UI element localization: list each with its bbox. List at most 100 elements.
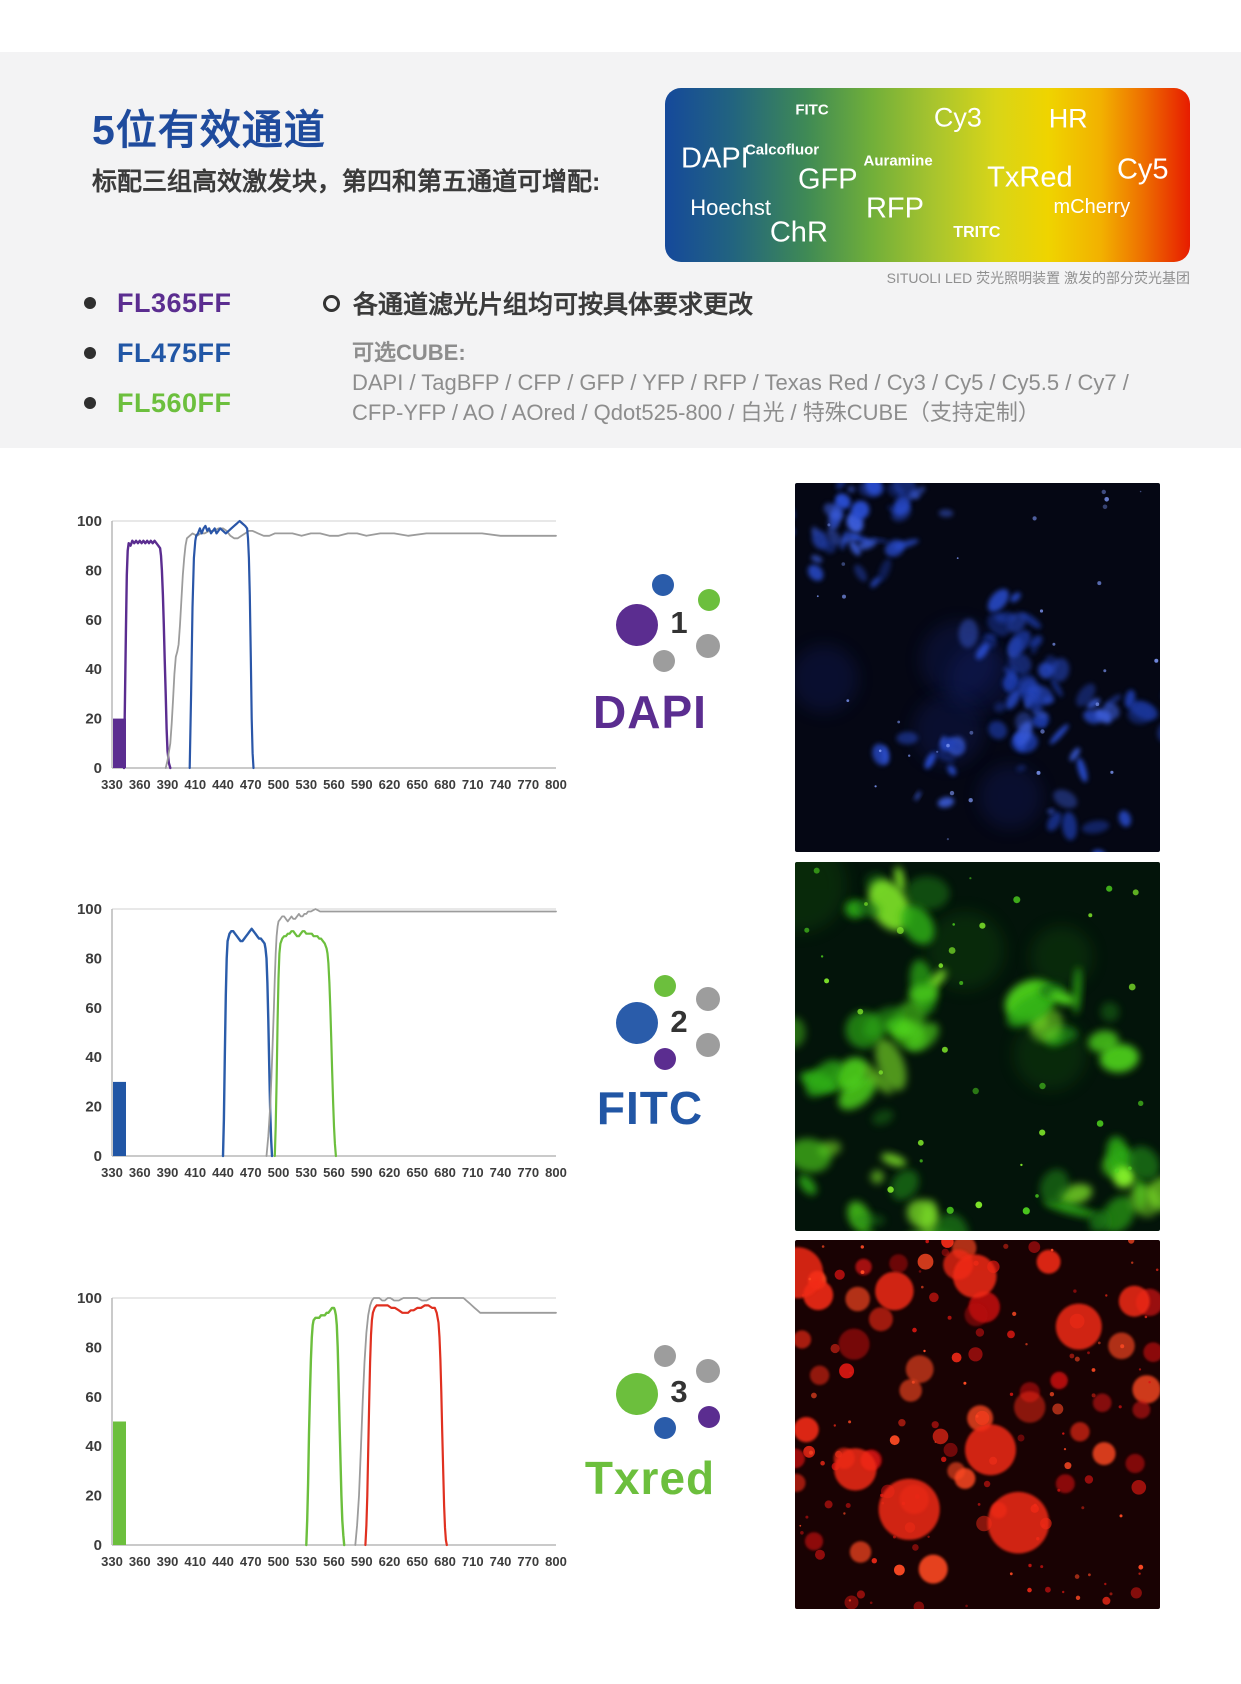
x-axis-tick-label: 530 [295, 777, 317, 792]
y-axis-tick-label: 40 [85, 1438, 102, 1455]
bullet-dot-icon [84, 297, 96, 309]
fluorophore-label: ChR [769, 216, 828, 249]
channel-number: 1 [670, 605, 688, 640]
excitation-module-item: FL560FF [84, 387, 232, 418]
cube-heading: 可选CUBE: [352, 340, 466, 365]
fitc-fluorescence-image-svg [795, 862, 1160, 1231]
x-axis-tick-label: 710 [462, 1554, 484, 1569]
x-axis-tick-label: 410 [184, 1554, 206, 1569]
y-axis-tick-label: 60 [85, 1389, 102, 1406]
excitation-filter-curve [221, 927, 274, 1158]
x-axis-tick-label: 800 [545, 777, 567, 792]
x-axis-tick-label: 680 [434, 1554, 456, 1569]
excitation-filter-curve [122, 539, 172, 770]
channel-name-label: FITC [596, 1082, 704, 1134]
fluorophore-label: FITC [795, 101, 829, 119]
x-axis-tick-label: 390 [157, 777, 179, 792]
y-axis-tick-label: 20 [85, 1099, 102, 1116]
x-axis-tick-label: 800 [545, 1165, 567, 1180]
channel-dot [698, 1406, 720, 1428]
x-axis-tick-label: 770 [517, 777, 539, 792]
fluorophore-label: GFP [797, 163, 858, 196]
y-axis-tick-label: 40 [85, 1049, 102, 1066]
fluorophore-label: Calcofluor [744, 141, 820, 159]
excitation-module-label: FL475FF [117, 337, 232, 368]
page-subtitle: 标配三组高效激发块，第四和第五通道可增配: [92, 168, 601, 196]
channel-name-label: DAPI [593, 686, 707, 738]
x-axis-tick-label: 650 [406, 1165, 428, 1180]
channel-dot [652, 574, 674, 596]
channel-dot [696, 987, 720, 1011]
x-axis-tick-label: 530 [295, 1554, 317, 1569]
x-axis-tick-label: 770 [517, 1554, 539, 1569]
channel-number: 2 [670, 1004, 688, 1039]
x-axis-tick-label: 620 [379, 1165, 401, 1180]
y-axis-tick-label: 100 [77, 901, 102, 918]
y-axis-tick-label: 100 [77, 513, 102, 530]
channel-dot [696, 1033, 720, 1057]
spectrum-chart: 0 20 40 60 80 100 330 360 390 410 440 470 500 530 560 5… [77, 513, 567, 792]
fluorophore-label: Hoechst [690, 195, 771, 221]
x-axis-tick-label: 500 [268, 777, 290, 792]
channel-dot [654, 1417, 676, 1439]
x-axis-tick-label: 770 [517, 1165, 539, 1180]
y-axis-tick-label: 0 [94, 760, 102, 777]
y-axis-tick-label: 20 [85, 711, 102, 728]
spectrum-chart: 0 20 40 60 80 100 330 360 390 410 440 470 500 530 560 5… [77, 1290, 567, 1569]
x-axis-tick-label: 410 [184, 777, 206, 792]
fitc-fluorescence-image [795, 862, 1160, 1231]
x-axis-tick-label: 440 [212, 777, 234, 792]
y-axis-tick-label: 80 [85, 950, 102, 967]
excitation-module-label: FL365FF [117, 287, 232, 318]
x-axis-tick-label: 330 [101, 777, 123, 792]
x-axis-tick-label: 680 [434, 1165, 456, 1180]
x-axis-tick-label: 440 [212, 1165, 234, 1180]
x-axis-tick-label: 500 [268, 1165, 290, 1180]
x-axis-tick-label: 590 [351, 1554, 373, 1569]
x-axis-tick-label: 360 [129, 777, 151, 792]
x-axis-tick-label: 500 [268, 1554, 290, 1569]
led-band-marker [113, 1081, 126, 1156]
y-axis-tick-label: 0 [94, 1537, 102, 1554]
led-band-marker [113, 1421, 126, 1545]
x-axis-tick-label: 440 [212, 1554, 234, 1569]
hollow-bullet-icon [323, 294, 340, 312]
filter-note-text: 各通道滤光片组均可按具体要求更改 [353, 291, 754, 319]
x-axis-tick-label: 330 [101, 1165, 123, 1180]
x-axis-tick-label: 620 [379, 1554, 401, 1569]
y-axis-tick-label: 80 [85, 562, 102, 579]
channel-dot [653, 650, 675, 672]
x-axis-tick-label: 560 [323, 777, 345, 792]
y-axis-tick-label: 100 [77, 1290, 102, 1307]
x-axis-tick-label: 740 [490, 1554, 512, 1569]
x-axis-tick-label: 710 [462, 1165, 484, 1180]
led-band-marker [113, 718, 126, 768]
x-axis-tick-label: 360 [129, 1165, 151, 1180]
fluorophore-label: HR [1048, 103, 1088, 134]
fluorophore-label: DAPI [681, 142, 749, 175]
dapi-fluorescence-image [795, 483, 1160, 852]
x-axis-tick-label: 470 [240, 1165, 262, 1180]
x-axis-tick-label: 650 [406, 1554, 428, 1569]
fluorophore-label: TRITC [953, 223, 1001, 241]
txred-fluorescence-image [795, 1240, 1160, 1609]
txred-fluorescence-image-svg [795, 1240, 1160, 1609]
fluorophore-label: Cy3 [933, 102, 982, 133]
dichroic-mirror-curve [164, 527, 557, 769]
fluorophore-spectrum-bar: FITC Cy3 HR DAPI Calcofluor Auramine GFP TxRed C… [665, 88, 1190, 262]
excitation-module-label: FL560FF [117, 387, 232, 418]
cube-list-line2: CFP-YFP / AO / AOred / Qdot525-800 / 白光 … [352, 400, 1040, 425]
channel-dot [616, 1373, 658, 1415]
y-axis-tick-label: 0 [94, 1148, 102, 1165]
x-axis-tick-label: 800 [545, 1554, 567, 1569]
x-axis-tick-label: 620 [379, 777, 401, 792]
x-axis-tick-label: 470 [240, 1554, 262, 1569]
fluorophore-label: RFP [865, 192, 924, 225]
x-axis-tick-label: 560 [323, 1165, 345, 1180]
x-axis-tick-label: 710 [462, 777, 484, 792]
channel-dot [654, 1048, 676, 1070]
x-axis-tick-label: 530 [295, 1165, 317, 1180]
y-axis-tick-label: 60 [85, 612, 102, 629]
dichroic-mirror-curve [354, 1297, 557, 1546]
